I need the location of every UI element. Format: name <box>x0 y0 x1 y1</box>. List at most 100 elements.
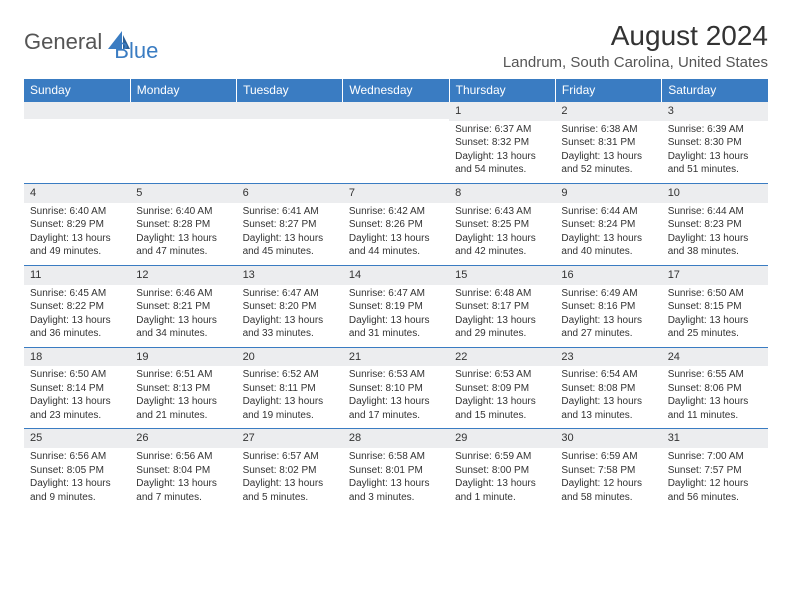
calendar-week-row: 11Sunrise: 6:45 AMSunset: 8:22 PMDayligh… <box>24 265 768 347</box>
weekday-header: Friday <box>555 79 661 102</box>
calendar-day-cell: 29Sunrise: 6:59 AMSunset: 8:00 PMDayligh… <box>449 429 555 510</box>
day-number: 1 <box>449 102 555 121</box>
calendar-day-cell: 26Sunrise: 6:56 AMSunset: 8:04 PMDayligh… <box>130 429 236 510</box>
day-content-empty <box>24 119 130 177</box>
sunrise-text: Sunrise: 6:59 AM <box>561 450 655 464</box>
sunset-text: Sunset: 8:16 PM <box>561 300 655 314</box>
daylight-text: Daylight: 13 hours and 15 minutes. <box>455 395 549 422</box>
page-header: General Blue August 2024 Landrum, South … <box>24 20 768 71</box>
calendar-day-cell: 1Sunrise: 6:37 AMSunset: 8:32 PMDaylight… <box>449 102 555 184</box>
day-number: 14 <box>343 266 449 285</box>
sunrise-text: Sunrise: 6:43 AM <box>455 205 549 219</box>
sunrise-text: Sunrise: 6:49 AM <box>561 287 655 301</box>
day-number: 31 <box>662 429 768 448</box>
day-content-empty <box>343 119 449 177</box>
calendar-day-cell <box>130 102 236 184</box>
daylight-text: Daylight: 13 hours and 33 minutes. <box>243 314 337 341</box>
day-content: Sunrise: 6:48 AMSunset: 8:17 PMDaylight:… <box>449 285 555 347</box>
daylight-text: Daylight: 13 hours and 23 minutes. <box>30 395 124 422</box>
daylight-text: Daylight: 13 hours and 5 minutes. <box>243 477 337 504</box>
day-number-empty <box>24 102 130 119</box>
day-content: Sunrise: 6:40 AMSunset: 8:28 PMDaylight:… <box>130 203 236 265</box>
calendar-day-cell: 31Sunrise: 7:00 AMSunset: 7:57 PMDayligh… <box>662 429 768 510</box>
sunset-text: Sunset: 8:21 PM <box>136 300 230 314</box>
calendar-day-cell: 3Sunrise: 6:39 AMSunset: 8:30 PMDaylight… <box>662 102 768 184</box>
logo: General Blue <box>24 20 158 64</box>
calendar-day-cell: 10Sunrise: 6:44 AMSunset: 8:23 PMDayligh… <box>662 183 768 265</box>
daylight-text: Daylight: 13 hours and 9 minutes. <box>30 477 124 504</box>
calendar-day-cell: 4Sunrise: 6:40 AMSunset: 8:29 PMDaylight… <box>24 183 130 265</box>
sunset-text: Sunset: 8:06 PM <box>668 382 762 396</box>
sunrise-text: Sunrise: 6:40 AM <box>30 205 124 219</box>
daylight-text: Daylight: 13 hours and 36 minutes. <box>30 314 124 341</box>
daylight-text: Daylight: 13 hours and 52 minutes. <box>561 150 655 177</box>
daylight-text: Daylight: 13 hours and 49 minutes. <box>30 232 124 259</box>
daylight-text: Daylight: 13 hours and 13 minutes. <box>561 395 655 422</box>
calendar-day-cell: 5Sunrise: 6:40 AMSunset: 8:28 PMDaylight… <box>130 183 236 265</box>
day-number: 20 <box>237 348 343 367</box>
calendar-day-cell: 16Sunrise: 6:49 AMSunset: 8:16 PMDayligh… <box>555 265 661 347</box>
day-content: Sunrise: 6:56 AMSunset: 8:04 PMDaylight:… <box>130 448 236 510</box>
day-content: Sunrise: 6:41 AMSunset: 8:27 PMDaylight:… <box>237 203 343 265</box>
sunset-text: Sunset: 7:57 PM <box>668 464 762 478</box>
sunrise-text: Sunrise: 6:41 AM <box>243 205 337 219</box>
day-content: Sunrise: 6:50 AMSunset: 8:14 PMDaylight:… <box>24 366 130 428</box>
month-title: August 2024 <box>503 20 768 52</box>
daylight-text: Daylight: 13 hours and 42 minutes. <box>455 232 549 259</box>
logo-text-general: General <box>24 29 102 55</box>
calendar-day-cell: 21Sunrise: 6:53 AMSunset: 8:10 PMDayligh… <box>343 347 449 429</box>
sunset-text: Sunset: 8:15 PM <box>668 300 762 314</box>
sunrise-text: Sunrise: 6:54 AM <box>561 368 655 382</box>
calendar-week-row: 4Sunrise: 6:40 AMSunset: 8:29 PMDaylight… <box>24 183 768 265</box>
weekday-header: Saturday <box>662 79 768 102</box>
sunset-text: Sunset: 8:01 PM <box>349 464 443 478</box>
sunset-text: Sunset: 8:08 PM <box>561 382 655 396</box>
sunrise-text: Sunrise: 6:53 AM <box>455 368 549 382</box>
daylight-text: Daylight: 13 hours and 45 minutes. <box>243 232 337 259</box>
day-content: Sunrise: 6:59 AMSunset: 8:00 PMDaylight:… <box>449 448 555 510</box>
day-number: 7 <box>343 184 449 203</box>
daylight-text: Daylight: 12 hours and 58 minutes. <box>561 477 655 504</box>
calendar-page: General Blue August 2024 Landrum, South … <box>0 0 792 530</box>
calendar-day-cell: 6Sunrise: 6:41 AMSunset: 8:27 PMDaylight… <box>237 183 343 265</box>
weekday-header-row: Sunday Monday Tuesday Wednesday Thursday… <box>24 79 768 102</box>
calendar-week-row: 1Sunrise: 6:37 AMSunset: 8:32 PMDaylight… <box>24 102 768 184</box>
calendar-day-cell: 18Sunrise: 6:50 AMSunset: 8:14 PMDayligh… <box>24 347 130 429</box>
sunrise-text: Sunrise: 6:42 AM <box>349 205 443 219</box>
sunrise-text: Sunrise: 6:47 AM <box>243 287 337 301</box>
weekday-header: Thursday <box>449 79 555 102</box>
day-content: Sunrise: 6:59 AMSunset: 7:58 PMDaylight:… <box>555 448 661 510</box>
day-content-empty <box>237 119 343 177</box>
sunrise-text: Sunrise: 6:44 AM <box>668 205 762 219</box>
day-number: 13 <box>237 266 343 285</box>
day-number: 9 <box>555 184 661 203</box>
calendar-day-cell <box>343 102 449 184</box>
sunset-text: Sunset: 7:58 PM <box>561 464 655 478</box>
day-number: 29 <box>449 429 555 448</box>
day-number: 25 <box>24 429 130 448</box>
day-number-empty <box>130 102 236 119</box>
calendar-day-cell: 7Sunrise: 6:42 AMSunset: 8:26 PMDaylight… <box>343 183 449 265</box>
sunrise-text: Sunrise: 6:37 AM <box>455 123 549 137</box>
sunrise-text: Sunrise: 6:56 AM <box>30 450 124 464</box>
daylight-text: Daylight: 13 hours and 17 minutes. <box>349 395 443 422</box>
day-content: Sunrise: 6:43 AMSunset: 8:25 PMDaylight:… <box>449 203 555 265</box>
sunrise-text: Sunrise: 6:59 AM <box>455 450 549 464</box>
day-content: Sunrise: 6:52 AMSunset: 8:11 PMDaylight:… <box>237 366 343 428</box>
day-content: Sunrise: 6:40 AMSunset: 8:29 PMDaylight:… <box>24 203 130 265</box>
daylight-text: Daylight: 12 hours and 56 minutes. <box>668 477 762 504</box>
daylight-text: Daylight: 13 hours and 27 minutes. <box>561 314 655 341</box>
day-number: 22 <box>449 348 555 367</box>
calendar-day-cell <box>237 102 343 184</box>
day-number: 5 <box>130 184 236 203</box>
sunrise-text: Sunrise: 6:46 AM <box>136 287 230 301</box>
sunset-text: Sunset: 8:00 PM <box>455 464 549 478</box>
sunrise-text: Sunrise: 6:40 AM <box>136 205 230 219</box>
calendar-day-cell: 28Sunrise: 6:58 AMSunset: 8:01 PMDayligh… <box>343 429 449 510</box>
daylight-text: Daylight: 13 hours and 11 minutes. <box>668 395 762 422</box>
day-number: 2 <box>555 102 661 121</box>
sunrise-text: Sunrise: 6:47 AM <box>349 287 443 301</box>
calendar-day-cell: 22Sunrise: 6:53 AMSunset: 8:09 PMDayligh… <box>449 347 555 429</box>
day-number-empty <box>343 102 449 119</box>
day-number: 8 <box>449 184 555 203</box>
